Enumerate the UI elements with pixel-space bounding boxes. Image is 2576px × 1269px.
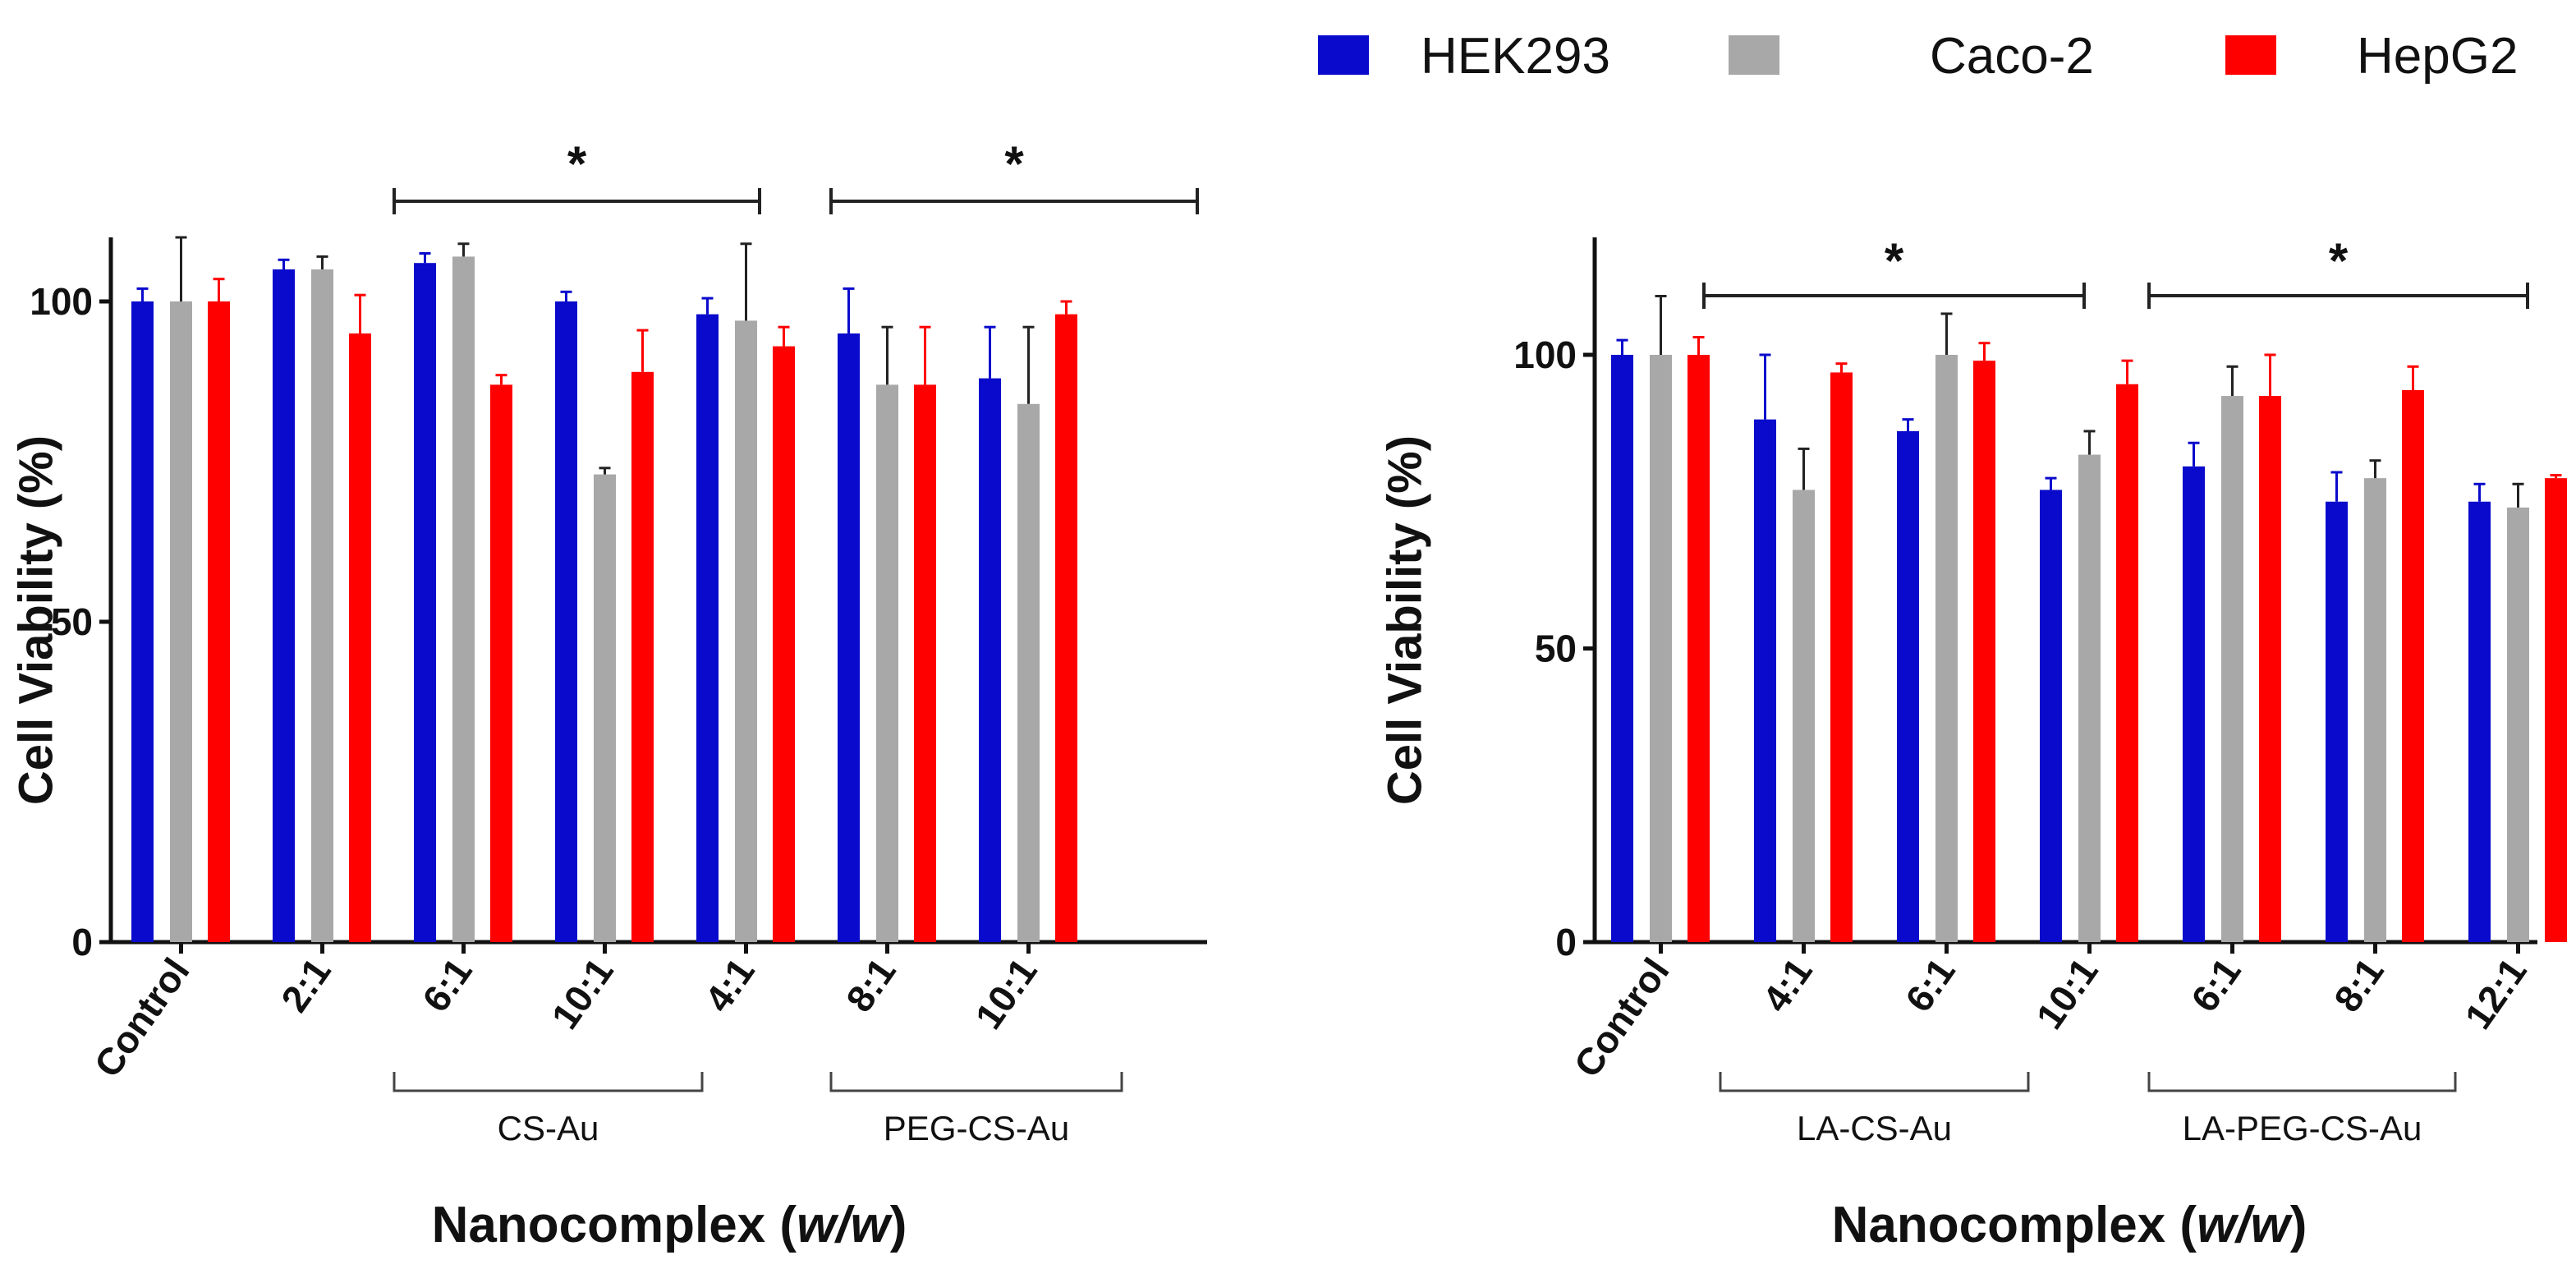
x-tick-label: Control	[1565, 950, 1677, 1085]
bar-hepg2-1	[1830, 372, 1853, 942]
y-tick-label: 100	[1513, 333, 1577, 376]
bar-hek293-1	[273, 269, 295, 942]
x-tick-label: 10:1	[967, 950, 1045, 1037]
x-axis-label-main: Nanocomplex (	[432, 1197, 797, 1253]
bar-hepg2-6	[1055, 314, 1077, 943]
bar-hek293-3	[555, 301, 577, 942]
x-tick-label: 8:1	[838, 950, 904, 1019]
bar-hek293-6	[979, 378, 1001, 943]
bar-hek293-5	[2326, 501, 2348, 942]
bar-caco2-0	[170, 301, 192, 942]
bar-hek293-1	[1754, 419, 1776, 942]
bar-hepg2-3	[631, 371, 654, 942]
bar-hepg2-1	[349, 333, 371, 942]
y-tick-label: 50	[51, 600, 93, 643]
x-tick-label: 10:1	[2027, 950, 2105, 1037]
bar-hek293-4	[696, 314, 719, 943]
x-axis-label-italic: w/w	[797, 1197, 893, 1253]
x-tick-label: 6:1	[1897, 950, 1963, 1019]
bar-caco2-3	[594, 474, 616, 942]
significance-star: *	[2329, 233, 2349, 288]
bar-hek293-3	[2040, 490, 2062, 942]
bar-hepg2-0	[208, 301, 230, 942]
y-tick-label: 100	[30, 280, 93, 323]
significance-star: *	[567, 136, 587, 191]
bar-hek293-2	[414, 263, 436, 942]
group-bracket	[393, 1072, 704, 1092]
legend-label-hek293: HEK293	[1421, 28, 1610, 85]
x-tick-label: 8:1	[2326, 950, 2392, 1019]
significance-star: *	[1004, 136, 1024, 191]
group-bracket	[2147, 1072, 2457, 1092]
x-tick-label: 6:1	[2183, 950, 2249, 1019]
x-tick-label: 6:1	[414, 950, 480, 1019]
y-tick-label: 0	[71, 921, 93, 963]
bar-hek293-5	[838, 333, 860, 942]
bar-hek293-0	[131, 301, 154, 942]
bar-hepg2-5	[2402, 389, 2424, 942]
bar-caco2-4	[2221, 396, 2243, 942]
bar-hek293-0	[1611, 355, 1633, 942]
y-tick-label: 0	[1555, 921, 1577, 963]
bar-hek293-4	[2183, 466, 2205, 942]
bar-hek293-6	[2468, 501, 2491, 942]
bar-hepg2-5	[914, 384, 936, 942]
bar-caco2-5	[2364, 478, 2386, 942]
bar-hepg2-3	[2116, 384, 2138, 942]
y-axis-label: Cell Viability (%)	[1378, 435, 1431, 805]
legend: HEK293 Caco-2 HepG2	[1318, 28, 2518, 85]
y-axis-label: Cell Viability (%)	[9, 435, 62, 805]
x-axis-label-close: )	[890, 1197, 907, 1253]
x-axis-label-italic: w/w	[2197, 1197, 2293, 1253]
legend-label-hepg2: HepG2	[2357, 28, 2518, 85]
bar-caco2-1	[1793, 490, 1815, 942]
bar-caco2-6	[1017, 403, 1040, 942]
x-axis-label-main: Nanocomplex (	[1832, 1197, 2197, 1253]
bar-hek293-2	[1897, 430, 1919, 942]
bar-caco2-1	[311, 269, 333, 942]
x-tick-label: 12:1	[2456, 950, 2534, 1037]
legend-swatch-hepg2	[2225, 35, 2276, 75]
group-label: LA-CS-Au	[1797, 1109, 1952, 1147]
x-tick-label: 2:1	[273, 950, 339, 1019]
bar-hepg2-2	[490, 384, 512, 942]
bar-hepg2-2	[1973, 361, 1995, 942]
bar-caco2-5	[876, 384, 898, 942]
legend-swatch-hek293	[1318, 35, 1369, 75]
legend-label-caco2: Caco-2	[1930, 28, 2094, 85]
bar-caco2-2	[452, 256, 475, 942]
legend-swatch-caco2	[1729, 35, 1779, 75]
x-axis-label-close: )	[2290, 1197, 2307, 1253]
y-tick-label: 50	[1535, 628, 1577, 670]
bar-caco2-2	[1935, 355, 1958, 942]
group-label: CS-Au	[498, 1109, 599, 1147]
bar-caco2-6	[2507, 507, 2529, 942]
chart-panel-right: 0 50 100 Cell Viability (%) Nanocomplex (w/w…	[1378, 233, 2567, 1253]
group-bracket	[1719, 1072, 2030, 1092]
bar-caco2-4	[735, 320, 757, 942]
chart-panel-left: 0 50 100 Cell Viability (%) Nanocomplex (w/w…	[9, 136, 1207, 1253]
bar-hepg2-4	[773, 346, 795, 943]
x-tick-label: 10:1	[543, 950, 621, 1037]
x-tick-label: 4:1	[696, 950, 763, 1019]
bar-hepg2-6	[2545, 478, 2567, 942]
group-bracket	[829, 1072, 1123, 1092]
bar-caco2-3	[2078, 454, 2101, 942]
significance-star: *	[1885, 233, 1904, 288]
x-axis-label: Nanocomplex (w/w)	[1832, 1197, 2307, 1253]
group-label: LA-PEG-CS-Au	[2183, 1109, 2422, 1147]
x-tick-label: 4:1	[1754, 950, 1821, 1019]
group-label: PEG-CS-Au	[884, 1109, 1069, 1147]
bar-caco2-0	[1650, 355, 1672, 942]
bar-hepg2-0	[1687, 355, 1710, 942]
bar-hepg2-4	[2259, 396, 2281, 942]
x-axis-label: Nanocomplex (w/w)	[432, 1197, 907, 1253]
x-tick-label: Control	[85, 950, 197, 1085]
